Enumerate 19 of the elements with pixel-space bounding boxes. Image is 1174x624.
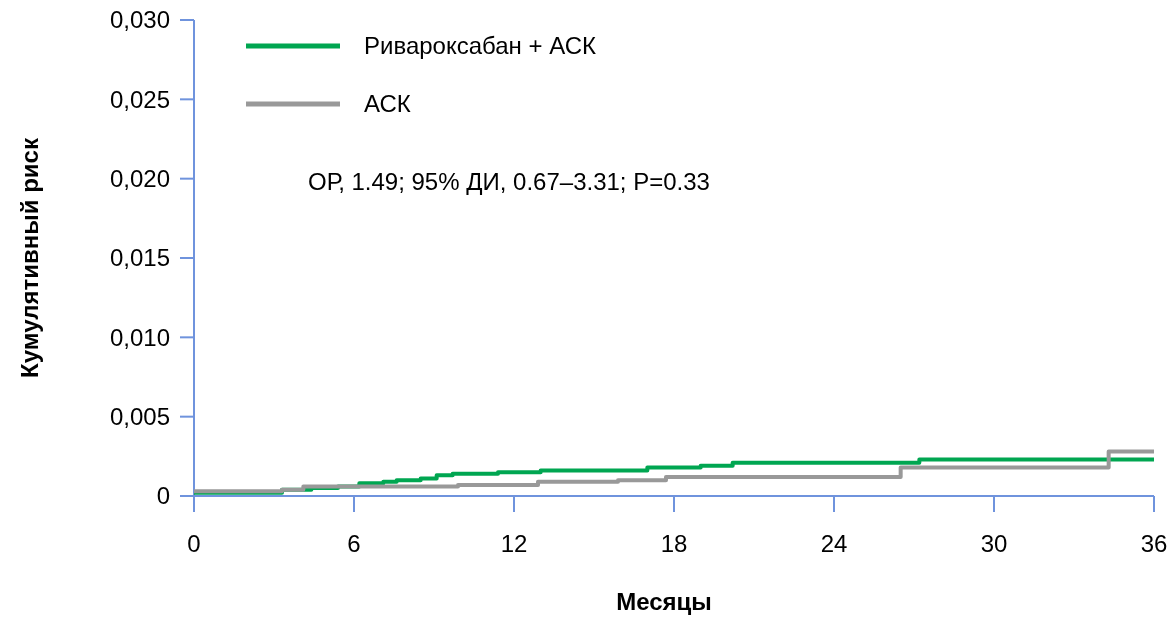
y-tick-label: 0,015 (109, 244, 170, 272)
x-tick-label: 36 (1140, 530, 1168, 557)
legend-label: АСК (364, 90, 411, 118)
y-axis-title: Кумулятивный риск (16, 137, 43, 378)
y-tick-label: 0,020 (109, 165, 170, 193)
y-tick-label: 0,005 (109, 403, 170, 431)
x-tick-label: 0 (187, 530, 201, 557)
legend-label: Ривароксабан + АСК (364, 32, 597, 60)
x-tick-label: 12 (500, 530, 528, 557)
x-tick-label: 18 (660, 530, 688, 557)
x-tick-label: 6 (347, 530, 361, 557)
x-tick-label: 30 (980, 530, 1008, 557)
x-tick-label: 24 (820, 530, 848, 557)
y-tick-label: 0,010 (109, 323, 170, 351)
x-axis-title: Месяцы (616, 588, 712, 615)
y-tick-label: 0,030 (109, 6, 170, 34)
y-tick-label: 0 (156, 482, 170, 510)
annotation: ОР, 1.49; 95% ДИ, 0.67–3.31; P=0.33 (308, 168, 710, 196)
y-tick-label: 0,025 (109, 85, 170, 113)
